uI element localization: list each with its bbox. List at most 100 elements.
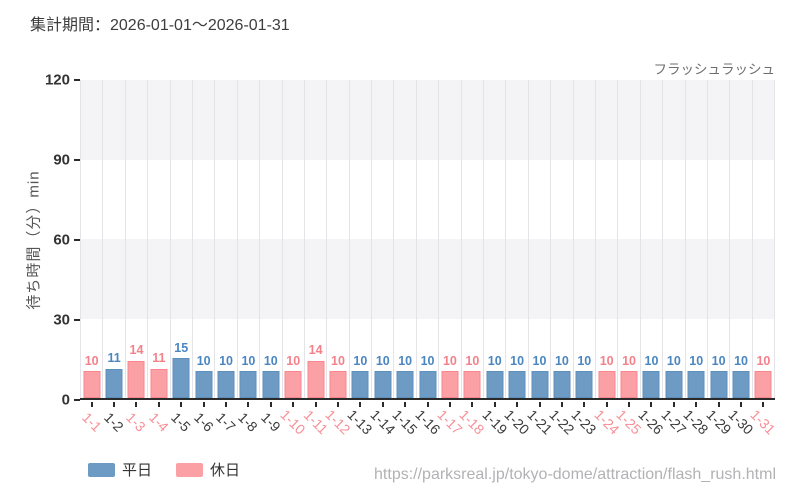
bar-1-3 <box>127 360 145 398</box>
day-column-1-5: 15 1-5 <box>168 80 194 435</box>
y-tick-label: 120 <box>44 71 70 89</box>
bar-value-label: 10 <box>442 353 457 368</box>
bar-value-label: 10 <box>734 353 748 368</box>
weekday-color-swatch <box>88 462 115 477</box>
x-tick-mark <box>90 402 93 407</box>
bar-1-4 <box>150 368 168 398</box>
y-tick-label: 30 <box>53 311 70 329</box>
x-tick-label: 1-31 <box>747 406 779 438</box>
x-tick-mark <box>471 402 474 407</box>
x-tick-mark <box>381 402 384 407</box>
y-tick-label: 0 <box>61 391 70 409</box>
bar-value-label: 10 <box>599 353 614 368</box>
x-tick-mark <box>628 402 631 407</box>
y-tick-mark <box>74 159 80 161</box>
x-tick-mark <box>560 402 563 407</box>
day-column-1-29: 10 1-29 <box>703 80 734 438</box>
legend-item-weekday: 平日 <box>88 459 152 480</box>
legend: 平日 休日 <box>88 459 240 480</box>
x-tick-label: 1-3 <box>123 409 150 435</box>
y-tick-mark <box>74 239 80 241</box>
bar-value-label: 10 <box>644 353 659 368</box>
day-column-1-10: 10 1-10 <box>278 80 309 438</box>
x-tick-label: 1-4 <box>146 409 172 435</box>
bar-1-27 <box>665 371 683 398</box>
x-tick-mark <box>292 402 295 407</box>
x-tick-mark <box>672 402 675 407</box>
bar-value-label: 10 <box>375 353 390 368</box>
day-column-1-14: 10 1-14 <box>367 80 398 438</box>
x-tick-mark <box>404 402 407 407</box>
day-column-1-20: 10 1-20 <box>502 80 533 438</box>
report-period-label: 集計期間：2026-01-01～2026-01-31 <box>30 17 290 34</box>
x-tick-mark <box>426 402 429 407</box>
bar-1-9 <box>262 371 280 398</box>
bar-value-label: 10 <box>263 353 278 368</box>
x-tick-label: 1-5 <box>168 409 195 435</box>
x-tick-label: 1-23 <box>568 406 600 438</box>
bar-1-24 <box>598 371 616 398</box>
day-column-1-4: 11 1-4 <box>146 80 172 435</box>
bar-value-label: 10 <box>219 353 233 368</box>
day-column-1-16: 10 1-16 <box>412 80 443 438</box>
bar-value-label: 10 <box>577 353 592 368</box>
x-tick-mark <box>336 402 339 407</box>
x-tick-mark <box>269 402 272 407</box>
day-column-1-19: 10 1-19 <box>479 80 510 438</box>
plot-band <box>80 80 775 160</box>
x-tick-mark <box>516 402 519 407</box>
day-column-1-9: 10 1-9 <box>258 80 284 435</box>
day-column-1-18: 10 1-18 <box>457 80 488 438</box>
bar-1-15 <box>396 371 414 398</box>
bar-value-label: 10 <box>196 353 211 368</box>
y-tick-mark <box>74 79 80 81</box>
bar-value-label: 10 <box>398 353 413 368</box>
bar-1-8 <box>239 371 257 398</box>
attraction-name-label: フラッシュラッシュ <box>653 62 776 77</box>
x-tick-label: 1-9 <box>258 409 284 435</box>
day-column-1-27: 10 1-27 <box>658 80 689 438</box>
bar-1-23 <box>575 371 593 398</box>
bar-value-label: 10 <box>487 353 502 368</box>
bar-value-label: 10 <box>420 353 435 368</box>
bar-1-20 <box>508 371 526 398</box>
bar-value-label: 10 <box>331 353 345 368</box>
bar-1-10 <box>284 371 302 398</box>
bar-1-19 <box>486 371 504 398</box>
bar-1-26 <box>642 371 660 398</box>
bar-value-label: 11 <box>152 351 166 366</box>
y-tick-mark <box>74 399 80 401</box>
day-column-1-1: 10 1-1 <box>79 80 104 435</box>
bar-1-21 <box>531 371 548 398</box>
bar-value-label: 14 <box>129 343 144 358</box>
bar-1-14 <box>374 371 392 398</box>
x-tick-label: 1-1 <box>78 409 105 435</box>
x-tick-mark <box>135 402 138 407</box>
bar-1-30 <box>732 371 750 398</box>
bar-value-label: 10 <box>756 353 771 368</box>
x-tick-label: 1-6 <box>190 409 217 435</box>
x-tick-mark <box>583 402 586 407</box>
x-tick-mark <box>740 402 743 407</box>
x-tick-label: 1-2 <box>101 409 127 435</box>
bar-value-label: 10 <box>554 353 569 368</box>
x-tick-label: 1-7 <box>213 409 239 435</box>
legend-label-holiday: 休日 <box>210 462 241 479</box>
bar-value-label: 10 <box>465 353 480 368</box>
day-column-1-13: 10 1-13 <box>345 80 376 438</box>
bar-1-18 <box>463 371 481 398</box>
bar-1-12 <box>329 371 347 398</box>
holiday-color-swatch <box>176 462 204 477</box>
x-tick-label: 1-15 <box>389 406 421 438</box>
day-column-1-26: 10 1-26 <box>636 80 667 438</box>
x-tick-mark <box>113 402 116 407</box>
x-tick-mark <box>762 402 765 407</box>
day-column-1-8: 10 1-8 <box>236 80 261 435</box>
x-tick-mark <box>359 402 362 407</box>
x-tick-mark <box>493 402 496 407</box>
x-tick-mark <box>695 402 698 407</box>
plot-area: 10 1-1 11 1-2 14 1-3 11 1-4 15 1-5 10 1-6 10 1-7 10 1-8… <box>45 73 779 438</box>
bar-1-29 <box>710 371 728 398</box>
x-tick-mark <box>448 402 451 407</box>
